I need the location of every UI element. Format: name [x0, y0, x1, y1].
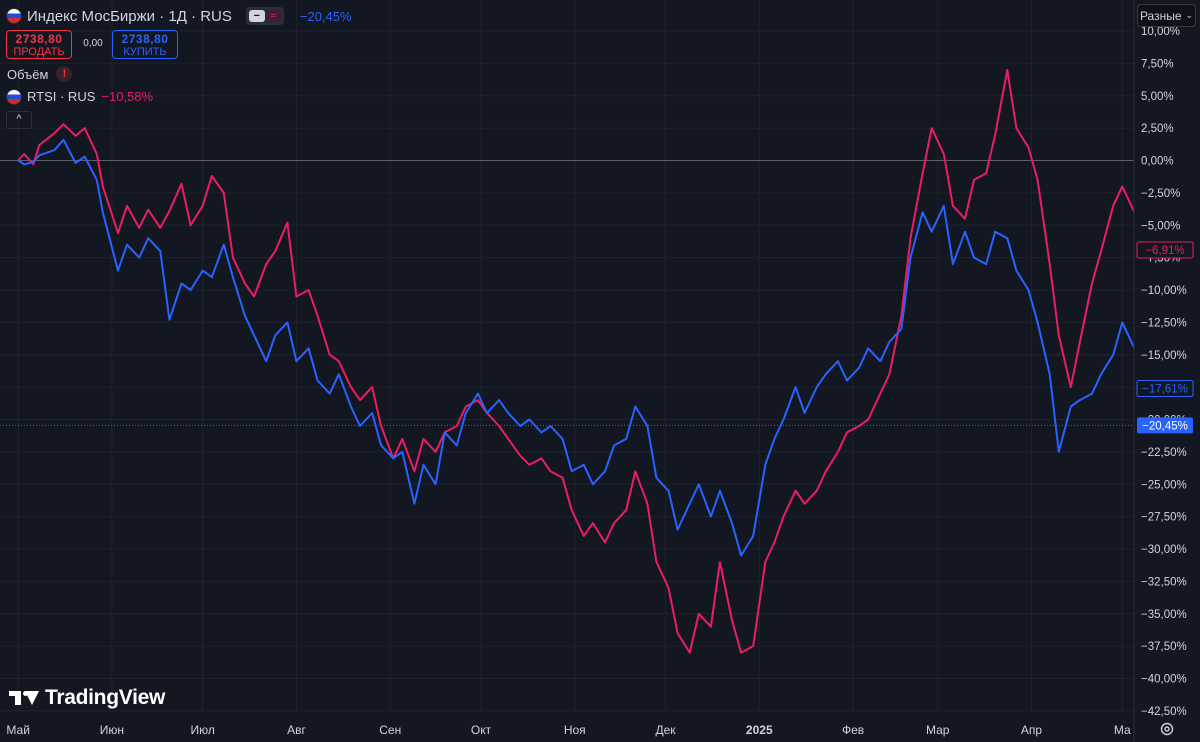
chevron-down-icon: ⌄ — [1185, 10, 1194, 20]
rtsi-series-line — [17, 68, 1145, 654]
buy-price: 2738,80 — [121, 32, 169, 46]
minus-mode-icon[interactable]: − — [248, 10, 265, 22]
tradingview-logo-text: TradingView — [45, 686, 166, 709]
scale-mode-dropdown[interactable]: Разные ⌄ — [1137, 4, 1196, 27]
y-tick-label: −32,50% — [1141, 576, 1187, 588]
x-tick-label: Ноя — [564, 723, 586, 737]
x-tick-label: Фев — [842, 723, 864, 737]
y-tick-label: −12,50% — [1141, 317, 1187, 329]
y-tick-label: −42,50% — [1141, 706, 1187, 718]
badge-frame — [1136, 380, 1194, 398]
y-tick-label: −25,00% — [1141, 479, 1187, 491]
x-tick-label: Ма — [1114, 723, 1131, 737]
y-tick-label: −15,00% — [1141, 350, 1187, 362]
volume-legend[interactable]: Объём ! — [7, 66, 73, 82]
y-tick-label: −40,00% — [1141, 674, 1187, 686]
moex-series-line — [17, 138, 1148, 557]
badge-frame — [1136, 241, 1194, 259]
moex-last-value-badge: −17,61% — [1136, 380, 1194, 398]
y-tick-label: −27,50% — [1141, 512, 1187, 524]
y-tick-label: 10,00% — [1141, 26, 1180, 38]
gear-icon[interactable] — [1159, 721, 1175, 737]
y-tick-label: −10,00% — [1141, 285, 1187, 297]
approx-mode-icon[interactable]: ≈ — [264, 10, 281, 22]
y-tick-label: −30,00% — [1141, 544, 1187, 556]
sell-button[interactable]: 2738,80 ПРОДАТЬ — [6, 30, 72, 59]
x-tick-label: 2025 — [746, 723, 773, 737]
series-lines — [17, 68, 1148, 654]
x-tick-label: Сен — [379, 723, 401, 737]
y-tick-label: 2,50% — [1141, 123, 1174, 135]
russia-flag-icon — [7, 89, 21, 104]
x-tick-label: Авг — [287, 723, 306, 737]
x-tick-label: Окт — [471, 723, 492, 737]
buy-button[interactable]: 2738,80 КУПИТЬ — [112, 30, 178, 59]
x-tick-label: Июн — [100, 723, 124, 737]
x-tick-label: Мар — [926, 723, 950, 737]
y-tick-label: 0,00% — [1141, 156, 1174, 168]
x-tick-label: Май — [6, 723, 30, 737]
compare-change-value: −10,58% — [101, 89, 154, 104]
scale-mode-label: Разные — [1139, 8, 1182, 23]
main-symbol-legend[interactable]: Индекс МосБиржи · 1Д · RUS − ≈ −20,45% — [7, 7, 352, 25]
price-axis: 10,00%7,50%5,00%2,50%0,00%−2,50%−5,00%−7… — [1133, 0, 1200, 742]
time-axis: Май Июн Июл Авг Сен Окт Ноя Дек 2025 Фев Мар Апр Ма — [6, 723, 1131, 737]
sell-price: 2738,80 — [15, 32, 63, 46]
compare-symbol-legend[interactable]: RTSI · RUS −10,58% — [7, 89, 153, 104]
current-price-badge: −20,45% — [1137, 417, 1193, 434]
chevron-up-icon[interactable]: ^ — [6, 111, 32, 129]
tradingview-logo[interactable]: TradingView — [9, 686, 165, 710]
y-tick-label: 5,00% — [1141, 91, 1174, 103]
volume-label: Объём — [7, 66, 49, 82]
y-tick-label: 7,50% — [1141, 58, 1174, 70]
spread-value: 0,00 — [83, 38, 103, 49]
y-tick-label: −37,50% — [1141, 641, 1187, 653]
grid — [0, 0, 1134, 712]
buy-label: КУПИТЬ — [123, 46, 167, 58]
main-symbol-title: Индекс МосБиржи · 1Д · RUS — [27, 7, 232, 25]
russia-flag-icon — [7, 9, 21, 23]
warning-icon[interactable]: ! — [56, 66, 73, 82]
current-price-text: −20,45% — [1142, 420, 1188, 432]
y-tick-label: −5,00% — [1141, 220, 1180, 232]
badge-fill — [1137, 417, 1193, 434]
badge-text: −17,61% — [1142, 384, 1188, 396]
compare-mode-toggle[interactable]: − ≈ — [245, 7, 284, 25]
rtsi-last-value-badge: −6,91% — [1136, 241, 1194, 259]
x-tick-label: Апр — [1021, 723, 1043, 737]
tradingview-mark-icon — [9, 689, 39, 707]
compare-symbol-title: RTSI · RUS — [27, 89, 96, 104]
y-tick-label: −2,50% — [1141, 188, 1180, 200]
y-tick-label: −35,00% — [1141, 609, 1187, 621]
sell-label: ПРОДАТЬ — [13, 46, 65, 58]
badge-text: −6,91% — [1145, 245, 1184, 257]
x-tick-label: Дек — [655, 723, 676, 737]
y-tick-label: −22,50% — [1141, 447, 1187, 459]
price-axis-background — [1134, 0, 1200, 742]
main-change-value: −20,45% — [299, 8, 352, 24]
x-tick-label: Июл — [190, 723, 214, 737]
